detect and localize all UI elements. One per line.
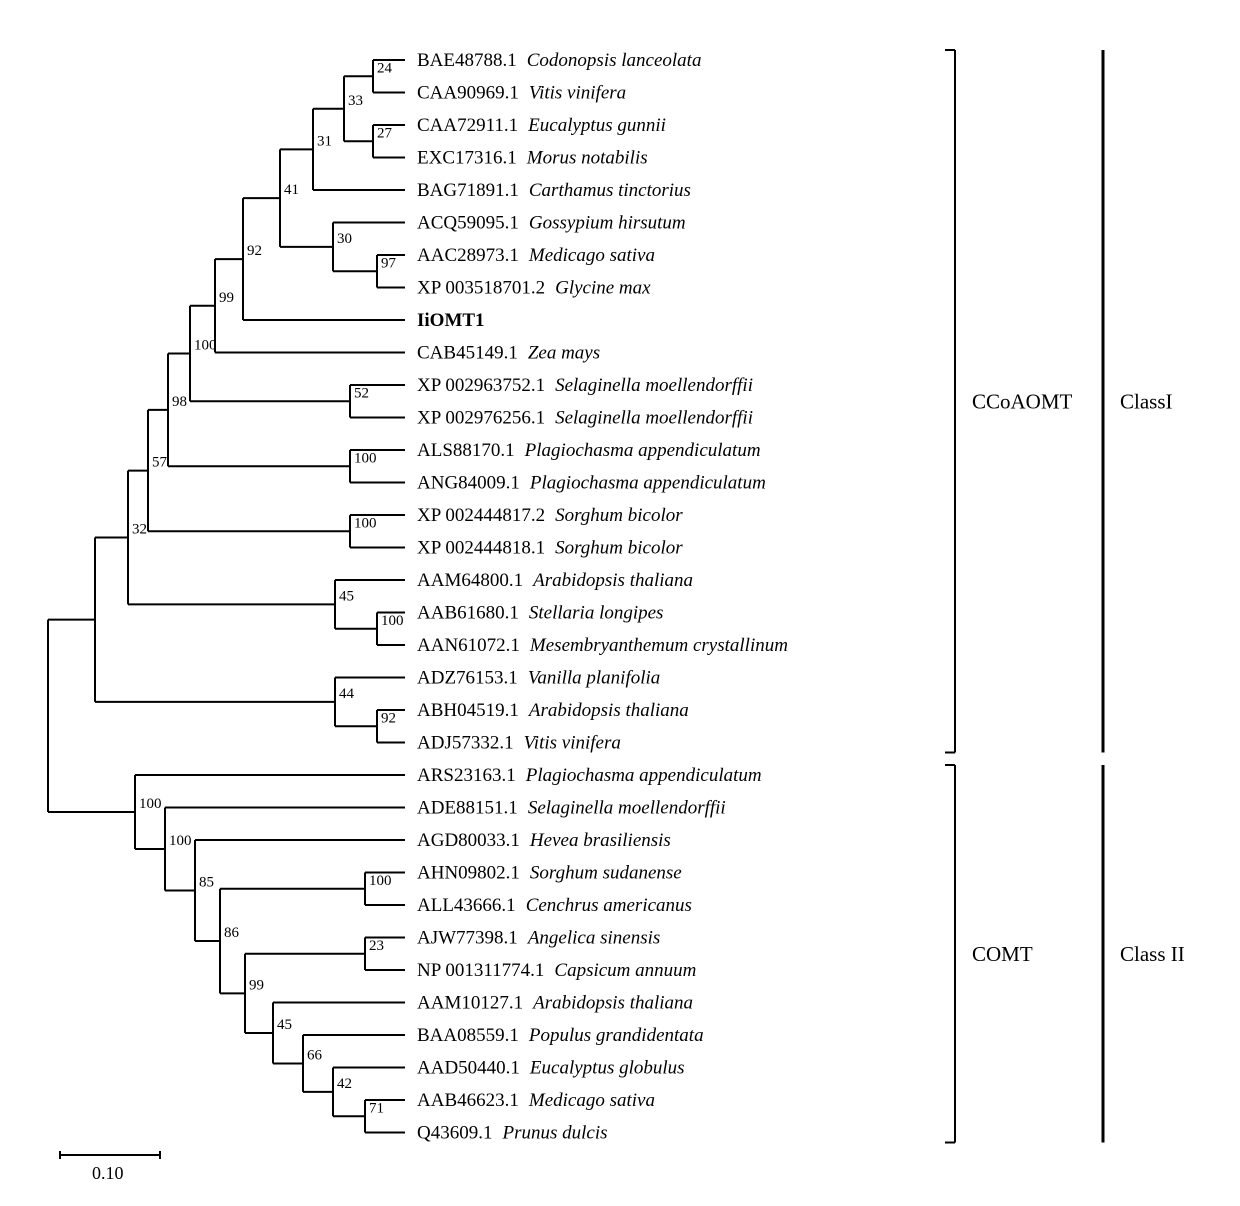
phylogenetic-tree: 24 27 33 31 97 30 41 92 99 52 100 100 98 100 57 100 45 32… xyxy=(20,20,1240,1186)
leaf-label: CAB45149.1Zea mays xyxy=(417,343,600,364)
leaf-label: CAA72911.1Eucalyptus gunnii xyxy=(417,115,666,136)
bootstrap-value: 41 xyxy=(284,182,299,198)
bootstrap-value: 57 xyxy=(152,455,168,471)
leaf-label: AAD50440.1Eucalyptus globulus xyxy=(417,1058,685,1079)
leaf-label: XP 002976256.1Selaginella moellendorffii xyxy=(417,408,753,429)
bootstrap-value: 100 xyxy=(194,338,217,354)
leaf-label: AAM10127.1Arabidopsis thaliana xyxy=(417,993,693,1014)
bootstrap-value: 71 xyxy=(369,1100,384,1116)
leaf-label: NP 001311774.1Capsicum annuum xyxy=(417,960,696,981)
bootstrap-value: 27 xyxy=(377,125,393,141)
bootstrap-value: 100 xyxy=(381,613,404,629)
bootstrap-value: 85 xyxy=(199,875,214,891)
leaf-label: BAE48788.1Codonopsis lanceolata xyxy=(417,50,701,71)
bootstrap-value: 100 xyxy=(369,873,392,889)
leaf-label: XP 002963752.1Selaginella moellendorffii xyxy=(417,375,753,396)
leaf-label: ALL43666.1Cenchrus americanus xyxy=(417,895,692,916)
bootstrap-value: 42 xyxy=(337,1076,352,1092)
leaf-label: Q43609.1Prunus dulcis xyxy=(417,1123,608,1144)
bootstrap-value: 99 xyxy=(249,977,264,993)
leaf-label: AAC28973.1Medicago sativa xyxy=(417,245,655,266)
bootstrap-value: 86 xyxy=(224,925,240,941)
bootstrap-value: 31 xyxy=(317,133,332,149)
bootstrap-value: 23 xyxy=(369,938,384,954)
group-label: COMT xyxy=(972,942,1033,966)
bootstrap-value: 100 xyxy=(169,833,192,849)
leaf-label: EXC17316.1Morus notabilis xyxy=(417,148,648,169)
bootstrap-value: 98 xyxy=(172,394,187,410)
leaf-label: ACQ59095.1Gossypium hirsutum xyxy=(417,213,686,234)
bootstrap-value: 32 xyxy=(132,521,147,537)
bootstrap-value: 52 xyxy=(354,385,369,401)
leaf-label: AAB61680.1Stellaria longipes xyxy=(417,603,663,624)
leaf-label: AAB46623.1Medicago sativa xyxy=(417,1090,655,1111)
leaf-label: ARS23163.1Plagiochasma appendiculatum xyxy=(417,765,762,786)
bootstrap-value: 44 xyxy=(339,686,355,702)
bootstrap-value: 97 xyxy=(381,255,397,271)
bootstrap-value: 92 xyxy=(247,243,262,259)
leaf-label: ABH04519.1Arabidopsis thaliana xyxy=(417,700,689,721)
leaf-label: ADE88151.1Selaginella moellendorffii xyxy=(417,798,726,819)
bootstrap-value: 100 xyxy=(354,450,377,466)
group-label: Class II xyxy=(1120,942,1185,966)
scale-label: 0.10 xyxy=(92,1163,124,1183)
bootstrap-value: 24 xyxy=(377,60,393,76)
bootstrap-value: 100 xyxy=(139,796,162,812)
leaf-label: BAG71891.1Carthamus tinctorius xyxy=(417,180,691,201)
leaf-label: ALS88170.1Plagiochasma appendiculatum xyxy=(417,440,761,461)
leaf-label: AAN61072.1Mesembryanthemum crystallinum xyxy=(417,635,788,656)
bootstrap-value: 99 xyxy=(219,290,234,306)
bootstrap-value: 66 xyxy=(307,1047,323,1063)
leaf-label: ANG84009.1Plagiochasma appendiculatum xyxy=(417,473,766,494)
leaf-label: ADZ76153.1Vanilla planifolia xyxy=(417,668,660,689)
bootstrap-value: 92 xyxy=(381,710,396,726)
leaf-label: AHN09802.1Sorghum sudanense xyxy=(417,863,682,884)
leaf-label: BAA08559.1Populus grandidentata xyxy=(417,1025,704,1046)
group-label: ClassI xyxy=(1120,389,1173,413)
bootstrap-value: 45 xyxy=(277,1017,292,1033)
bootstrap-value: 33 xyxy=(348,93,363,109)
bootstrap-value: 45 xyxy=(339,588,354,604)
leaf-label: XP 003518701.2Glycine max xyxy=(417,278,651,299)
bootstrap-value: 30 xyxy=(337,231,352,247)
leaf-label: AGD80033.1Hevea brasiliensis xyxy=(417,830,671,851)
bootstrap-value: 100 xyxy=(354,515,377,531)
leaf-label: AJW77398.1Angelica sinensis xyxy=(417,928,660,949)
leaf-label: AAM64800.1Arabidopsis thaliana xyxy=(417,570,693,591)
group-label: CCoAOMT xyxy=(972,389,1073,413)
leaf-label: IiOMT1 xyxy=(417,310,485,331)
